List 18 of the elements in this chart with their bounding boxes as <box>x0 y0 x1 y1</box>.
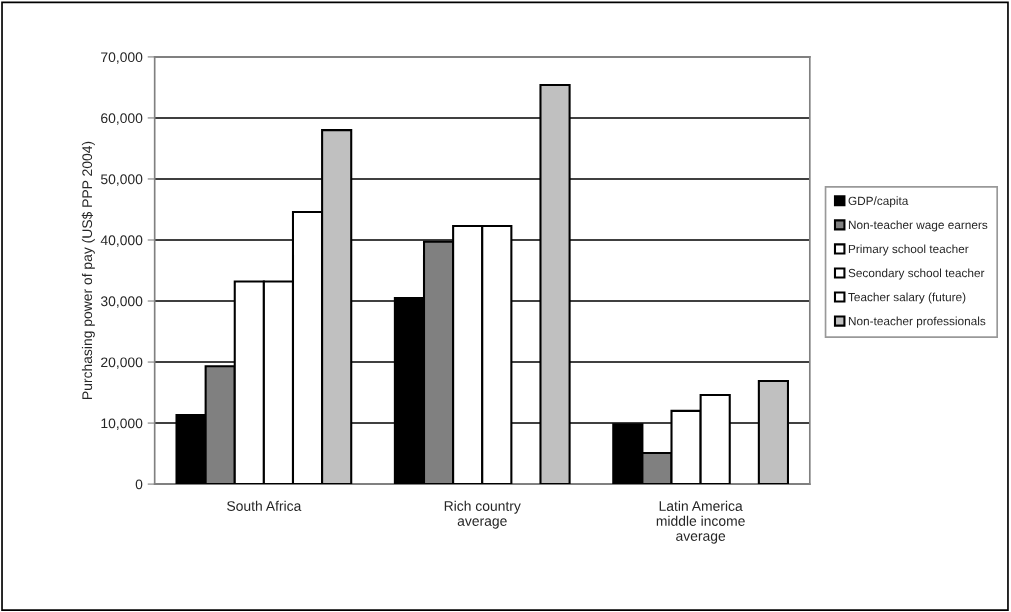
y-tick-label: 60,000 <box>101 113 143 125</box>
y-tick-label: 20,000 <box>101 357 143 369</box>
y-tick-label: 0 <box>135 479 143 490</box>
x-tick-label: Latin America middle income average <box>656 500 745 544</box>
y-tick-label: 10,000 <box>101 418 143 430</box>
x-tick-label: South Africa <box>227 500 302 511</box>
legend-label: GDP/capita <box>848 196 909 208</box>
legend-label: Non-teacher wage earners <box>848 220 988 232</box>
y-tick-label: 30,000 <box>100 296 143 308</box>
y-tick-label: 50,000 <box>100 174 143 186</box>
legend-label: Non-teacher professionals <box>848 316 986 328</box>
legend-label: Secondary school teacher <box>848 268 985 280</box>
y-tick-label: 70,000 <box>101 52 143 64</box>
legend-label: Primary school teacher <box>848 244 969 256</box>
x-tick-label: Rich country average <box>444 500 521 529</box>
y-axis-title: Purchasing power of pay (US$ PPP 2004) <box>81 141 95 399</box>
legend-label: Teacher salary (future) <box>848 292 966 304</box>
y-tick-label: 40,000 <box>100 235 143 247</box>
